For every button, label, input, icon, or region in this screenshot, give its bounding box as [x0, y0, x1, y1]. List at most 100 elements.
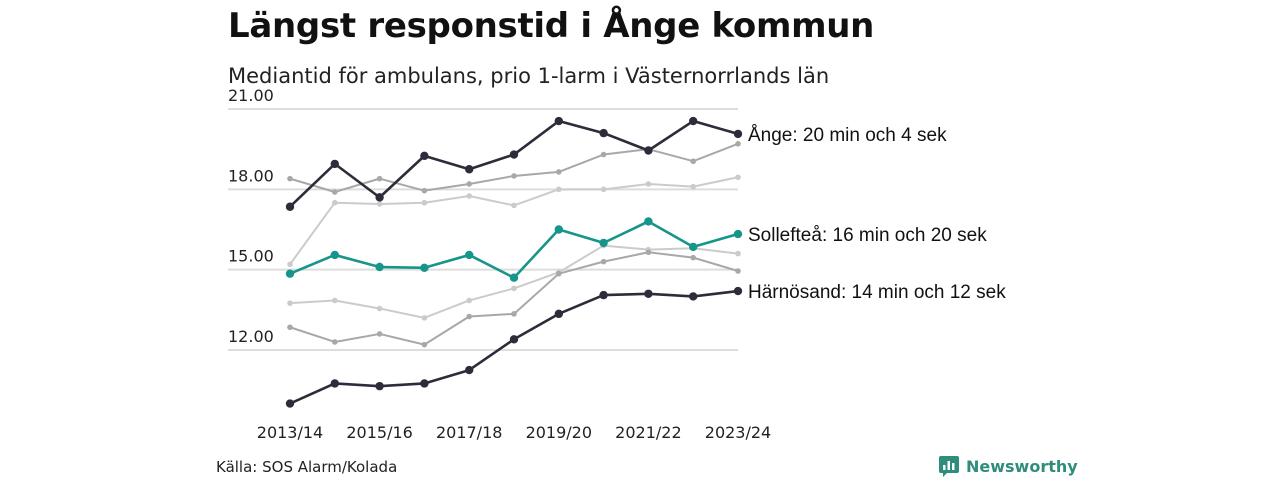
y-tick-label: 12.00 — [228, 327, 274, 346]
data-point — [644, 289, 653, 298]
data-point — [332, 297, 338, 304]
data-point — [330, 159, 339, 169]
data-point — [376, 305, 383, 312]
data-point — [421, 315, 428, 321]
x-tick-label: 2015/16 — [346, 423, 412, 442]
data-point — [376, 331, 383, 337]
data-point — [599, 128, 608, 138]
data-point — [511, 285, 517, 292]
data-point — [556, 186, 562, 193]
x-tick-label: 2013/14 — [257, 423, 323, 442]
series-line — [289, 251, 739, 346]
data-point — [330, 379, 339, 388]
series-end-label: Ånge: 20 min och 4 sek — [748, 125, 947, 146]
data-point — [287, 261, 293, 268]
series-4 — [287, 249, 741, 348]
data-point — [420, 151, 429, 161]
data-point — [376, 201, 383, 207]
data-point — [466, 193, 473, 199]
data-point — [287, 324, 293, 331]
data-point — [735, 250, 741, 257]
x-tick-label: 2019/20 — [526, 423, 592, 442]
series-line — [289, 289, 739, 405]
data-point — [509, 273, 519, 282]
series-layer — [285, 116, 743, 408]
data-point — [332, 199, 338, 206]
data-point — [287, 300, 293, 306]
data-point — [554, 309, 563, 319]
data-point — [421, 187, 428, 194]
series-line — [289, 176, 739, 265]
series-end-labels: Ånge: 20 min och 4 sek Sollefteå: 16 min … — [748, 125, 1006, 303]
chart-subtitle: Mediantid för ambulans, prio 1-larm i Vä… — [228, 64, 830, 88]
x-tick-label: 2023/24 — [705, 423, 771, 442]
data-point — [689, 292, 698, 301]
data-point — [735, 174, 741, 181]
data-point — [466, 181, 473, 187]
source-note: Källa: SOS Alarm/Kolada — [216, 458, 398, 476]
data-point — [509, 335, 519, 344]
data-point — [644, 217, 653, 226]
data-point — [465, 165, 474, 174]
data-point — [465, 250, 474, 260]
series-3 — [287, 141, 741, 195]
chart-title: Längst responstid i Ånge kommun — [228, 6, 875, 46]
data-point — [645, 181, 652, 187]
data-point — [733, 229, 743, 239]
data-point — [689, 116, 698, 126]
series-end-label: Härnösand: 14 min och 12 sek — [748, 282, 1006, 303]
data-point — [375, 193, 384, 202]
data-point — [556, 169, 562, 175]
series-7 — [285, 286, 743, 408]
data-point — [644, 146, 653, 155]
data-point — [600, 186, 607, 193]
brand-logo: Newsworthy — [938, 455, 1078, 477]
data-point — [376, 175, 383, 182]
data-point — [511, 202, 517, 209]
data-point — [287, 175, 293, 182]
brand-name: Newsworthy — [966, 456, 1078, 476]
data-point — [733, 129, 743, 139]
data-point — [285, 202, 295, 211]
x-axis-ticks: 2013/14 2015/16 2017/18 2019/20 2021/22 2023/… — [257, 423, 771, 442]
series-line — [289, 119, 739, 208]
y-tick-label: 18.00 — [228, 166, 274, 185]
x-tick-label: 2021/22 — [615, 423, 681, 442]
data-point — [556, 270, 562, 277]
data-point — [420, 263, 429, 272]
series-6 — [285, 217, 743, 282]
x-tick-label: 2017/18 — [436, 423, 502, 442]
data-point — [645, 249, 652, 256]
data-point — [599, 238, 608, 248]
data-point — [285, 269, 295, 278]
data-point — [511, 173, 517, 179]
y-tick-label: 21.00 — [228, 86, 274, 105]
data-point — [332, 189, 338, 195]
data-point — [375, 262, 384, 272]
data-point — [733, 286, 743, 296]
data-point — [600, 258, 607, 265]
newsworthy-logo-icon — [939, 456, 959, 477]
data-point — [690, 183, 696, 190]
data-point — [285, 399, 295, 408]
data-point — [375, 381, 384, 391]
data-point — [421, 341, 428, 348]
data-point — [421, 199, 428, 206]
data-point — [735, 141, 741, 147]
data-point — [511, 311, 517, 317]
data-point — [689, 242, 698, 252]
series-1 — [287, 174, 741, 268]
data-point — [735, 268, 741, 274]
y-tick-label: 15.00 — [228, 247, 274, 266]
data-point — [690, 158, 696, 165]
data-point — [465, 365, 474, 375]
data-point — [599, 290, 608, 300]
series-5 — [285, 116, 743, 211]
data-point — [600, 151, 607, 158]
y-axis-ticks: 12.00 15.00 18.00 21.00 — [228, 86, 274, 346]
data-point — [466, 297, 473, 304]
data-point — [466, 313, 473, 320]
data-point — [554, 225, 563, 234]
data-point — [690, 254, 696, 261]
